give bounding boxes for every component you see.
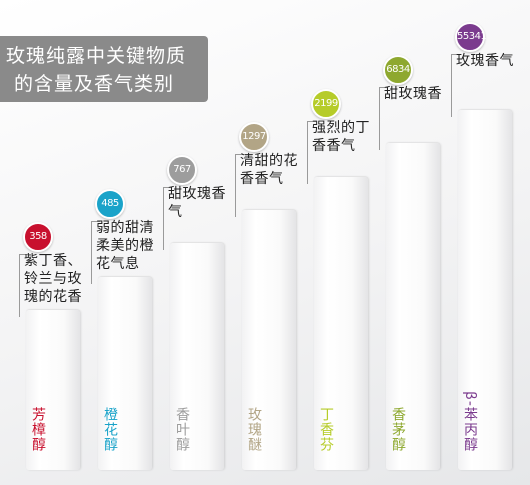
value-badge: 2199 [311, 88, 341, 119]
value-badge: 1297 [239, 122, 269, 152]
chart-title-box: 玫瑰纯露中关键物质 的含量及香气类别 [0, 36, 208, 102]
category-label: 玫瑰醚 [246, 407, 262, 452]
bar-3 [170, 243, 224, 470]
value-badge: 485 [95, 188, 125, 219]
annotation-bracket [235, 154, 244, 217]
value-badge: 55341 [455, 22, 487, 52]
aroma-annotation: 清甜的花 香香气 [240, 153, 298, 187]
aroma-annotation: 弱的甜清 柔美的橙 花气息 [96, 219, 154, 272]
annotation-bracket [379, 87, 388, 151]
bar-4 [242, 210, 296, 470]
chart-title-line-1: 玫瑰纯露中关键物质 [6, 45, 187, 67]
value-badge: 767 [167, 155, 197, 186]
aroma-annotation: 强烈的丁 香香气 [312, 119, 370, 154]
category-label: 香茅醇 [390, 407, 406, 452]
category-label: 丁香芬 [318, 407, 334, 452]
value-badge: 358 [23, 222, 53, 252]
chart-title-line-2: 的含量及香气类别 [14, 73, 175, 95]
annotation-bracket [91, 220, 100, 284]
category-label: 香叶醇 [174, 407, 190, 452]
value-badge: 6834 [383, 55, 413, 86]
bar-2 [98, 276, 152, 470]
aroma-annotation: 玫瑰香气 [456, 53, 514, 69]
category-label: 芳樟醇 [30, 407, 46, 452]
aroma-annotation: 甜玫瑰香 [384, 86, 442, 103]
annotation-bracket [307, 120, 316, 184]
bar-5 [314, 176, 368, 470]
annotation-bracket [19, 254, 28, 317]
bar-7 [458, 110, 512, 470]
annotation-bracket [451, 54, 460, 117]
bar-1 [26, 310, 80, 470]
category-label: β-苯丙醇 [462, 391, 478, 452]
category-label: 橙花醇 [102, 407, 118, 452]
aroma-annotation: 紫丁香、 铃兰与玫 瑰的花香 [24, 253, 82, 305]
annotation-bracket [163, 187, 172, 251]
bar-6 [386, 143, 440, 470]
aroma-annotation: 甜玫瑰香 气 [168, 186, 226, 221]
